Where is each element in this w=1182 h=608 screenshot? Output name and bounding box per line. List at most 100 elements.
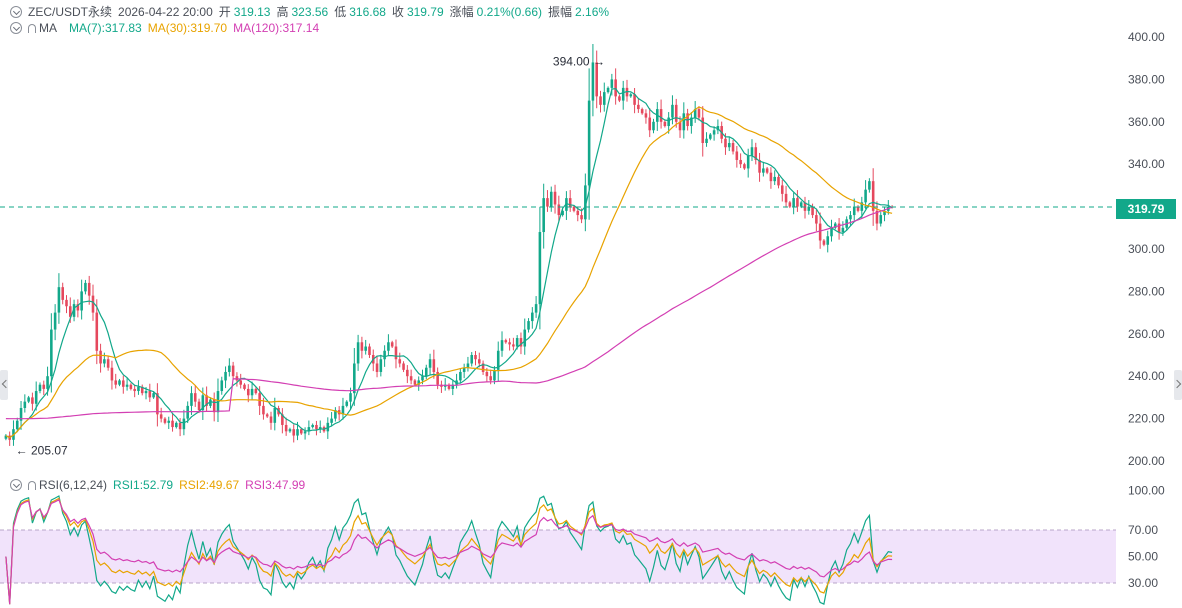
candle-body xyxy=(727,143,731,148)
candle-body xyxy=(875,210,879,224)
candle-body xyxy=(697,109,701,118)
candle-body xyxy=(114,380,118,385)
candle-body xyxy=(531,312,534,322)
candle-body xyxy=(591,62,595,101)
current-price-tag: 319.79 xyxy=(1116,199,1176,219)
symbol-name[interactable]: ZEC/USDT永续 xyxy=(28,5,113,19)
candle-body xyxy=(417,380,420,385)
candle-body xyxy=(284,424,288,432)
candle-body xyxy=(629,94,633,97)
candle-body xyxy=(38,384,42,392)
low-label: 低 xyxy=(334,5,347,19)
candle-body xyxy=(303,431,307,434)
candle-body xyxy=(618,96,621,101)
candle-body xyxy=(462,367,466,372)
candle-body xyxy=(860,202,864,211)
candle-body xyxy=(42,384,46,389)
chevron-down-icon[interactable] xyxy=(10,479,22,491)
low-value: 316.68 xyxy=(349,4,386,19)
candle-body xyxy=(424,367,428,377)
candle-body xyxy=(765,168,769,173)
price-axis-tick: 340.00 xyxy=(1128,157,1165,171)
candle-body xyxy=(784,193,788,203)
chevron-down-icon[interactable] xyxy=(10,22,22,34)
arrow-right-icon[interactable] xyxy=(1174,370,1182,400)
candle-body xyxy=(712,130,716,135)
chevron-down-icon[interactable] xyxy=(10,5,22,18)
candle-body xyxy=(353,363,356,394)
ma30-line xyxy=(5,106,893,439)
bell-icon[interactable] xyxy=(28,480,36,490)
arrow-left-icon[interactable] xyxy=(0,370,8,400)
candle-body xyxy=(523,329,527,347)
candle-body xyxy=(193,393,197,402)
candle-body xyxy=(830,227,833,237)
candle-body xyxy=(23,401,27,408)
candle-body xyxy=(19,408,23,421)
candle-body xyxy=(693,109,697,118)
candle-body xyxy=(341,405,345,415)
candle-body xyxy=(553,191,557,205)
candle-body xyxy=(674,104,678,122)
candle-body xyxy=(822,240,826,245)
bell-icon[interactable] xyxy=(28,23,36,33)
candle-body xyxy=(481,363,485,372)
candle-body xyxy=(409,376,413,381)
price-axis-tick: 360.00 xyxy=(1128,115,1165,129)
candle-body xyxy=(330,418,333,423)
candle-body xyxy=(678,121,682,131)
candle-body xyxy=(799,202,803,207)
candle-body xyxy=(307,427,311,432)
candle-body xyxy=(587,100,591,186)
change-label: 涨幅 xyxy=(449,5,474,19)
open-value: 319.13 xyxy=(233,4,271,19)
candle-body xyxy=(258,393,261,406)
candle-body xyxy=(818,223,822,241)
candle-body xyxy=(515,338,519,347)
candle-body xyxy=(288,429,292,432)
candle-body xyxy=(137,386,140,392)
candle-body xyxy=(841,227,845,233)
ma7-line xyxy=(5,87,893,439)
candle-body xyxy=(220,380,224,392)
candle-body xyxy=(682,113,686,131)
price-axis-tick: 240.00 xyxy=(1128,369,1165,383)
candle-body xyxy=(360,342,364,351)
ma-title[interactable]: MA xyxy=(39,21,57,35)
candle-body xyxy=(496,350,500,370)
candle-body xyxy=(762,168,765,173)
candle-body xyxy=(663,121,667,127)
candle-body xyxy=(504,340,508,343)
candle-body xyxy=(99,350,102,364)
candle-body xyxy=(671,104,674,118)
candle-body xyxy=(637,104,640,110)
candle-body xyxy=(178,422,182,430)
candle-body xyxy=(129,384,133,389)
candle-body xyxy=(65,299,68,307)
candle-body xyxy=(432,359,436,372)
candle-body xyxy=(379,359,383,372)
candle-body xyxy=(788,202,792,207)
candle-body xyxy=(356,342,360,364)
candle-body xyxy=(852,206,856,216)
candle-body xyxy=(750,147,754,156)
candle-body xyxy=(640,109,644,114)
candle-body xyxy=(568,198,572,207)
candle-body xyxy=(57,287,61,313)
candle-body xyxy=(167,420,171,423)
rsi-axis-tick: 100.00 xyxy=(1128,483,1165,497)
candle-body xyxy=(175,422,178,428)
candle-body xyxy=(91,295,95,313)
price-axis-tick: 280.00 xyxy=(1128,284,1165,298)
candle-body xyxy=(470,355,474,364)
candle-body xyxy=(709,134,712,139)
candle-body xyxy=(152,393,155,398)
candle-body xyxy=(428,359,432,368)
candle-body xyxy=(610,79,614,88)
candle-body xyxy=(315,424,318,430)
candle-body xyxy=(296,429,299,436)
candle-body xyxy=(318,427,322,430)
rsi-title[interactable]: RSI(6,12,24) xyxy=(39,478,108,492)
candle-body xyxy=(190,393,193,406)
